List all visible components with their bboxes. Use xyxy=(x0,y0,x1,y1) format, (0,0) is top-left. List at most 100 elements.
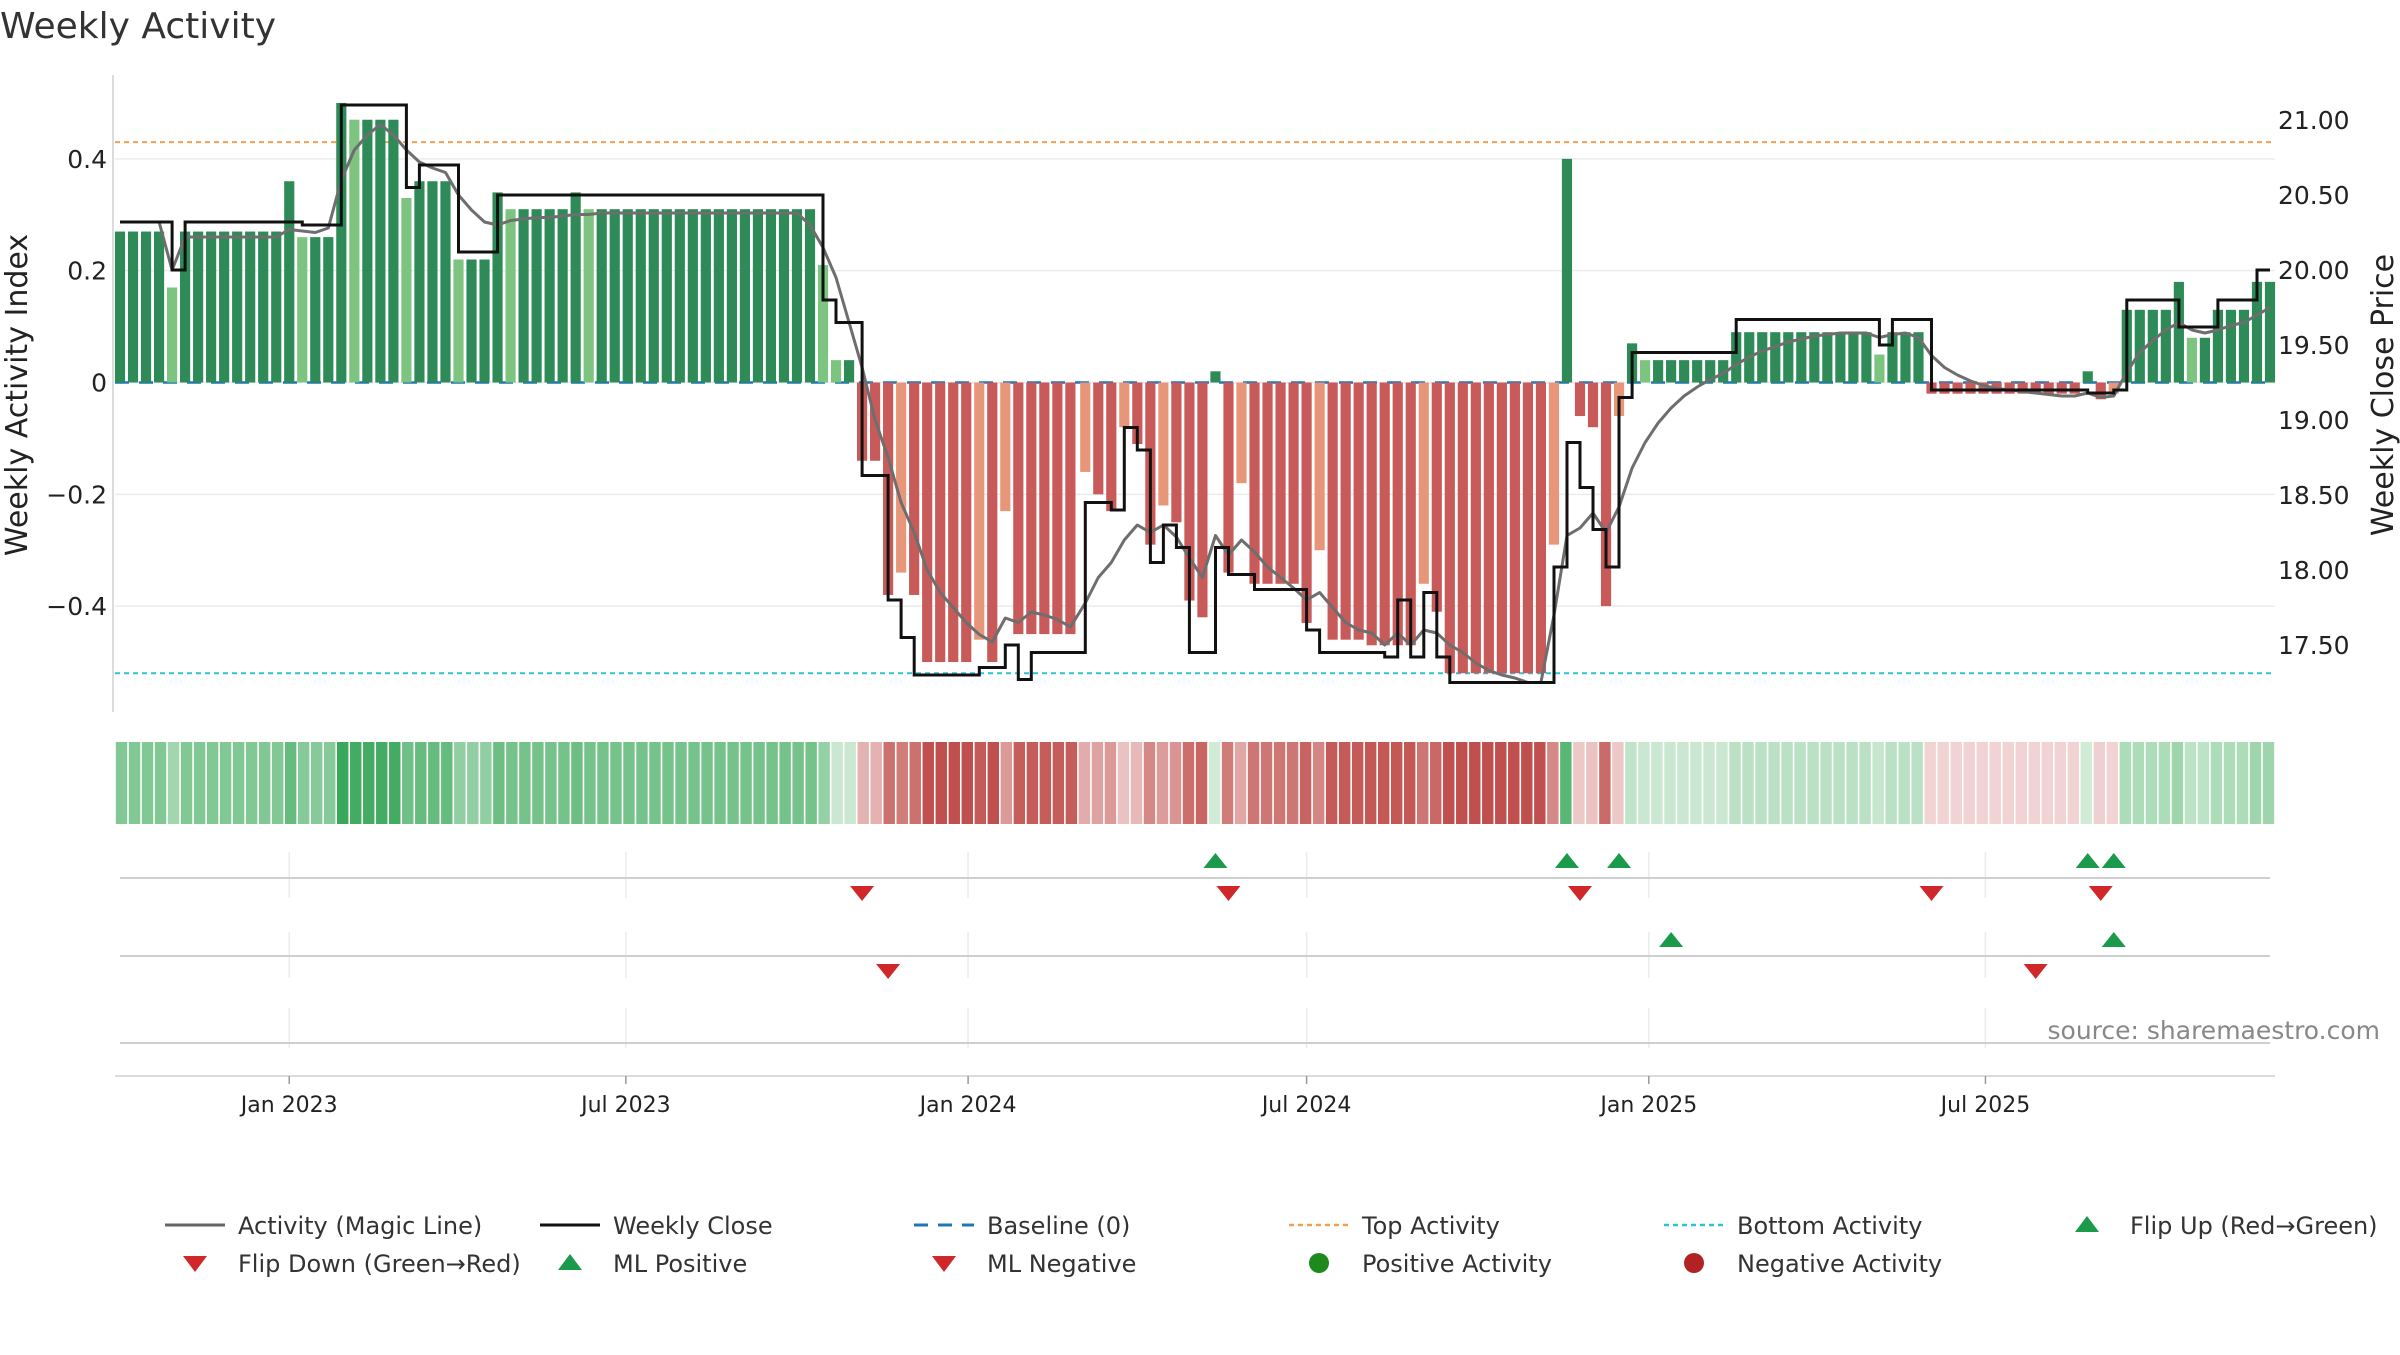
heat-cell xyxy=(402,742,414,824)
activity-bar xyxy=(2017,382,2028,394)
activity-bar xyxy=(2030,382,2041,394)
heat-cell xyxy=(376,742,388,824)
activity-bar xyxy=(310,237,321,383)
heat-cell xyxy=(792,742,804,824)
heat-cell xyxy=(297,742,310,824)
legend-label: Baseline (0) xyxy=(987,1212,1130,1240)
legend-label: Weekly Close xyxy=(613,1212,773,1240)
activity-bar xyxy=(166,287,178,383)
activity-bar xyxy=(2160,309,2171,383)
heat-cell xyxy=(1963,742,1975,824)
activity-bar xyxy=(1535,382,1547,674)
heat-cell xyxy=(1547,742,1559,824)
legend-label: Flip Up (Red→Green) xyxy=(2130,1212,2378,1240)
heat-cell xyxy=(1625,742,1637,824)
heat-cell xyxy=(1469,742,1481,824)
heat-cell xyxy=(2184,742,2197,824)
activity-bars xyxy=(114,102,2276,674)
heat-cell xyxy=(1755,742,1767,824)
heat-cell xyxy=(1833,742,1845,824)
heat-cell xyxy=(1820,742,1832,824)
activity-bar xyxy=(1013,382,1024,635)
heat-cell xyxy=(1273,742,1286,824)
activity-bar xyxy=(1978,382,1989,394)
activity-bar xyxy=(2251,281,2263,383)
y-axis-left-title: Weekly Activity Index xyxy=(0,234,35,556)
activity-bar xyxy=(609,209,620,383)
activity-bar xyxy=(726,209,737,383)
heat-cell xyxy=(1260,742,1273,824)
heat-cell xyxy=(2171,742,2184,824)
activity-bar xyxy=(2043,382,2054,394)
y-left-tick-label: 0.2 xyxy=(67,257,107,286)
activity-bar xyxy=(401,198,412,383)
heat-cell xyxy=(1456,742,1468,824)
price-lines xyxy=(120,103,2271,684)
activity-bar xyxy=(1249,382,1260,584)
activity-bar xyxy=(570,192,581,383)
heat-cell xyxy=(1560,742,1572,824)
heat-cell xyxy=(180,742,193,824)
activity-bar xyxy=(1026,382,1037,635)
y-right-tick-label: 20.00 xyxy=(2278,256,2350,285)
activity-bar xyxy=(1692,360,1703,383)
heat-cell xyxy=(636,742,648,824)
legend-label: ML Negative xyxy=(987,1250,1136,1278)
activity-bar xyxy=(1431,382,1442,612)
heat-cell xyxy=(701,742,713,824)
y-left-tick-label: 0.4 xyxy=(67,145,107,174)
y-axis-right-title: Weekly Close Price xyxy=(2366,254,2400,536)
heat-cell xyxy=(1156,742,1169,824)
activity-bar xyxy=(245,231,256,383)
activity-bar xyxy=(1835,332,1846,383)
activity-bar xyxy=(648,209,659,383)
heat-cell xyxy=(1807,742,1819,824)
activity-bar xyxy=(1080,382,1091,472)
heat-cell xyxy=(2236,742,2249,824)
heat-cell xyxy=(935,742,947,824)
up-marker xyxy=(1607,853,1632,868)
heat-cell xyxy=(1911,742,1923,824)
activity-bar xyxy=(1952,382,1963,394)
heat-cell xyxy=(2002,742,2014,824)
legend-label: Activity (Magic Line) xyxy=(238,1212,482,1240)
heat-cell xyxy=(1403,742,1416,824)
activity-bar xyxy=(140,231,152,383)
heat-cell xyxy=(1377,742,1390,824)
activity-bar xyxy=(1965,382,1976,394)
heat-cell xyxy=(623,742,635,824)
heat-cell xyxy=(1390,742,1403,824)
activity-bar xyxy=(596,209,607,383)
heat-cell xyxy=(2145,742,2158,824)
date-tick-label: Jan 2025 xyxy=(1598,1093,1697,1118)
activity-bar xyxy=(114,231,126,383)
axes: 0.4 0.2 0 −0.2 −0.4 21.00 20.50 20.00 19.50 19.00… xyxy=(46,75,2350,712)
heat-cell xyxy=(337,742,349,824)
date-tick-label: Jul 2024 xyxy=(1260,1093,1352,1118)
heat-cell xyxy=(1872,742,1884,824)
activity-bar xyxy=(375,119,386,383)
heat-cell xyxy=(2106,742,2119,824)
activity-bar xyxy=(1679,360,1690,383)
heat-cell xyxy=(974,742,987,824)
heat-cell xyxy=(506,742,518,824)
y-left-tick-label: 0 xyxy=(91,369,107,398)
heat-cell xyxy=(1104,742,1117,824)
heat-cell xyxy=(428,742,440,824)
activity-bar xyxy=(153,231,165,383)
activity-bar xyxy=(2147,309,2158,383)
activity-bar xyxy=(791,209,803,383)
activity-bar xyxy=(635,209,646,383)
heat-cell xyxy=(1781,742,1793,824)
heat-cell xyxy=(1195,742,1208,824)
down-marker xyxy=(1919,886,1944,901)
activity-bar xyxy=(127,231,139,383)
activity-bar xyxy=(922,382,933,663)
heat-cell xyxy=(454,742,466,824)
heat-cell xyxy=(1286,742,1299,824)
activity-bar xyxy=(2173,281,2184,383)
heat-cell xyxy=(310,742,323,824)
activity-bar xyxy=(1731,332,1742,383)
heat-cell xyxy=(1794,742,1806,824)
